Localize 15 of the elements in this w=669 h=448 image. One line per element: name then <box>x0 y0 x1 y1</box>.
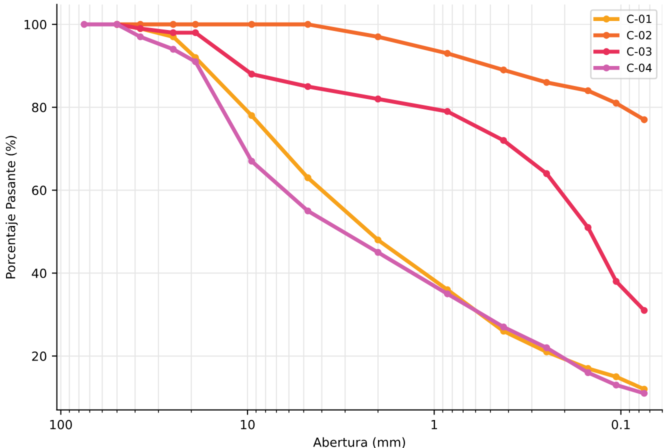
legend-label: C-03 <box>627 47 652 56</box>
y-axis-title: Porcentaje Pasante (%) <box>6 136 18 278</box>
y-tick-label: 40 <box>32 268 46 278</box>
legend-label: C-02 <box>627 30 652 40</box>
x-tick-label: 1 <box>432 420 438 430</box>
x-tick-label: 0.1 <box>612 420 630 430</box>
legend-label: C-04 <box>627 64 652 72</box>
x-tick-label: 10 <box>240 420 255 430</box>
legend-label: C-01 <box>627 14 652 24</box>
y-tick-label: 60 <box>32 186 46 196</box>
x-tick-label: 100 <box>50 420 72 430</box>
y-tick-label: 80 <box>32 102 46 112</box>
x-axis-title: Abertura (mm) <box>313 437 406 448</box>
y-tick-label: 20 <box>32 352 46 361</box>
y-tick-label: 100 <box>24 20 46 30</box>
